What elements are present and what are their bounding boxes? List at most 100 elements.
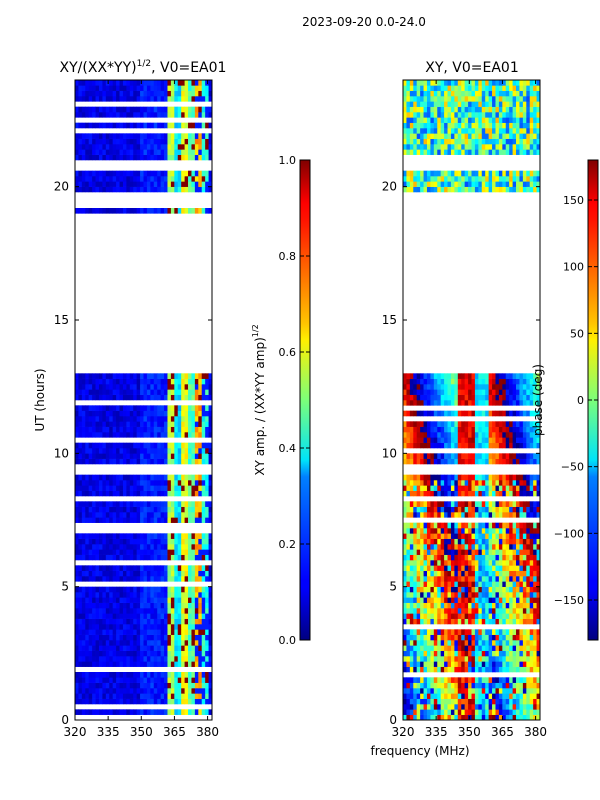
heatmap-cell (146, 501, 151, 507)
heatmap-cell (519, 549, 524, 555)
heatmap-cell (454, 528, 459, 534)
heatmap-cell (95, 421, 100, 427)
heatmap-cell (208, 432, 213, 438)
heatmap-cell (498, 442, 503, 449)
heatmap-cell (174, 170, 179, 177)
heatmap-cell (488, 480, 493, 486)
heatmap-cell (533, 560, 537, 566)
heatmap-cell (406, 581, 411, 587)
heatmap-cell (509, 640, 513, 646)
heatmap-cell (146, 592, 151, 598)
heatmap-cell (488, 650, 493, 657)
heatmap-cell (454, 602, 459, 609)
heatmap-cell (406, 677, 411, 683)
heatmap-cell (509, 570, 513, 577)
heatmap-cell (468, 602, 472, 609)
heatmap-cell (485, 650, 490, 657)
heatmap-cell (112, 533, 117, 539)
heatmap-cell (450, 592, 455, 598)
heatmap-cell (112, 426, 117, 433)
heatmap-cell (181, 442, 185, 449)
heatmap-cell (488, 394, 493, 401)
heatmap-cell (478, 528, 483, 534)
heatmap-cell (170, 480, 175, 486)
heatmap-cell (440, 666, 445, 673)
heatmap-cell (201, 634, 206, 641)
heatmap-cell (512, 528, 517, 534)
heatmap-cell (95, 608, 100, 614)
heatmap-cell (85, 432, 90, 438)
heatmap-cell (136, 373, 141, 379)
heatmap-cell (533, 618, 537, 625)
heatmap-cell (112, 410, 117, 417)
heatmap-cell (444, 506, 448, 513)
heatmap-cell (468, 688, 472, 694)
heatmap-cell (122, 501, 127, 507)
heatmap-cell (133, 90, 138, 97)
heatmap-cell (109, 416, 114, 422)
heatmap-cell (78, 554, 83, 561)
heatmap-cell (426, 453, 431, 459)
heatmap-cell (116, 181, 120, 187)
heatmap-cell (423, 581, 428, 587)
heatmap-cell (512, 682, 517, 689)
heatmap-cell (143, 170, 148, 177)
heatmap-cell (533, 597, 537, 603)
heatmap-cell (95, 544, 100, 550)
heatmap-cell (454, 538, 459, 545)
heatmap-cell (105, 677, 110, 683)
heatmap-cell (194, 677, 199, 683)
heatmap-cell (188, 458, 192, 465)
heatmap-cell (430, 480, 435, 486)
heatmap-cell (194, 144, 199, 150)
heatmap-cell (533, 480, 537, 486)
heatmap-cell (488, 533, 493, 539)
heatmap-cell (188, 533, 192, 539)
heatmap-cell (406, 698, 411, 705)
heatmap-cell (502, 608, 507, 614)
heatmap-cell (136, 426, 141, 433)
heatmap-cell (409, 384, 414, 390)
heatmap-cell (533, 688, 537, 694)
heatmap-cell (522, 714, 527, 721)
heatmap-cell (533, 512, 537, 518)
heatmap-cell (492, 400, 496, 406)
heatmap-cell (413, 709, 418, 715)
heatmap-cell (184, 570, 189, 577)
heatmap-cell (416, 490, 421, 497)
heatmap-cell (478, 650, 483, 657)
heatmap-cell (170, 96, 175, 102)
heatmap-cell (181, 181, 185, 187)
heatmap-cell (136, 149, 141, 155)
heatmap-cell (133, 138, 138, 145)
heatmap-cell (157, 410, 162, 417)
heatmap-cell (201, 602, 206, 609)
heatmap-cell (157, 112, 162, 118)
heatmap-cell (157, 693, 162, 699)
heatmap-cell (105, 645, 110, 651)
heatmap-cell (150, 624, 155, 630)
heatmap-cell (516, 592, 520, 598)
heatmap-cell (98, 682, 103, 689)
heatmap-cell (119, 410, 124, 417)
heatmap-cell (143, 133, 148, 139)
heatmap-cell (492, 629, 496, 635)
heatmap-cell (126, 170, 131, 177)
heatmap-cell (406, 682, 411, 689)
heatmap-cell (164, 448, 168, 454)
heatmap-cell (164, 544, 168, 550)
heatmap-cell (146, 656, 151, 662)
heatmap-cell (160, 90, 165, 97)
heatmap-cell (116, 677, 120, 683)
heatmap-cell (519, 613, 524, 619)
heatmap-cell (191, 410, 196, 417)
heatmap-cell (505, 576, 510, 582)
heatmap-cell (464, 528, 469, 534)
heatmap-cell (502, 576, 507, 582)
heatmap-cell (413, 522, 418, 529)
heatmap-cell (420, 586, 424, 593)
heatmap-cell (112, 181, 117, 187)
heatmap-cell (533, 485, 537, 491)
heatmap-cell (406, 458, 411, 465)
heatmap-cell (170, 608, 175, 614)
